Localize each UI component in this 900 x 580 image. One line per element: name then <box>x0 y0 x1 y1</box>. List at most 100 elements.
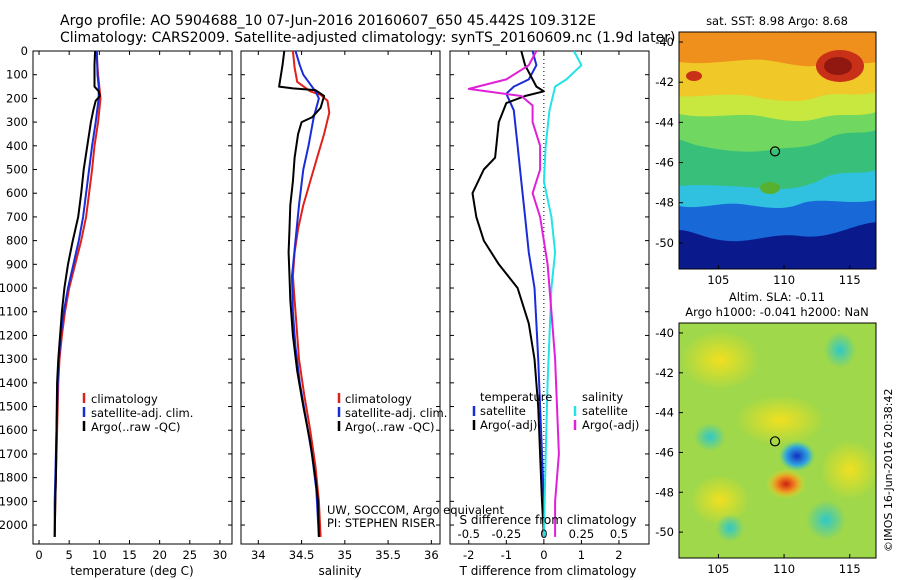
depth-tick-label: 1500 <box>0 400 28 414</box>
sla-high-eddy <box>766 469 806 499</box>
legend-label-satellite: satellite-adj. clim. <box>91 406 193 420</box>
sla-low-patch <box>806 500 846 540</box>
legend-label-argo: Argo(..raw -QC) <box>345 420 435 434</box>
depth-tick-label: 300 <box>6 115 28 129</box>
map-x-tick-label: 115 <box>839 562 861 576</box>
depth-tick-label: 1900 <box>0 494 28 508</box>
depth-tick-label: 0 <box>21 44 28 58</box>
s-tick-label: 0 <box>540 527 547 541</box>
x-tick-label: 5 <box>66 548 73 562</box>
sla-map-ticks: 105 110 115 -40 -42 -44 -46 -48 -50 <box>655 326 861 576</box>
depth-axis: 0 100 200 300 400 500 600 700 800 900 1000 1100 1200… <box>0 44 649 532</box>
series-line-argo <box>278 51 326 537</box>
x-tick-label: 25 <box>182 548 197 562</box>
map-x-tick-label: 115 <box>839 273 861 287</box>
temperature-xlabel: temperature (deg C) <box>70 564 193 578</box>
temperature-legend: climatology satellite-adj. clim. Argo(..… <box>82 392 193 434</box>
difference-legend: temperature satellite Argo(-adj) salinit… <box>472 390 639 432</box>
sst-map-title: sat. SST: 8.98 Argo: 8.68 <box>706 14 848 28</box>
temperature-series <box>53 51 102 537</box>
sst-warmest-patch <box>824 57 852 75</box>
imos-watermark: ©IMOS 16-Jun-2016 20:38:42 <box>882 388 895 552</box>
map-y-tick-label: -50 <box>655 525 674 539</box>
depth-tick-label: 100 <box>6 68 28 82</box>
sla-high-patch <box>820 440 880 500</box>
t-difference-xlabel: T difference from climatology <box>459 564 637 578</box>
depth-tick-label: 500 <box>6 163 28 177</box>
annotation-pi: PI: STEPHEN RISER <box>327 516 436 530</box>
sla-high-patch <box>680 330 760 390</box>
map-y-tick-label: -50 <box>655 236 674 250</box>
x-tick-label: 34 <box>251 548 266 562</box>
sla-high-patch <box>735 395 825 445</box>
map-y-tick-label: -44 <box>655 406 674 420</box>
sla-low-patch <box>694 423 726 451</box>
depth-tick-label: 600 <box>6 186 28 200</box>
legend-label-satellite: satellite-adj. clim. <box>345 406 447 420</box>
map-x-tick-label: 110 <box>773 562 795 576</box>
s-tick-label: 0.25 <box>569 527 595 541</box>
map-x-tick-label: 105 <box>707 562 729 576</box>
map-y-tick-label: -46 <box>655 156 674 170</box>
x-tick-label: 30 <box>213 548 228 562</box>
depth-tick-label: 1000 <box>0 281 28 295</box>
legend-label-argo: Argo(..raw -QC) <box>91 420 181 434</box>
x-tick-label: 36 <box>424 548 439 562</box>
sla-high-patch <box>690 475 750 525</box>
temperature-x-ticks: 0 5 10 15 20 25 30 <box>35 51 227 562</box>
sla-map-frame <box>678 322 877 559</box>
sla-map-title: Altim. SLA: -0.11 <box>729 290 825 304</box>
x-tick-label: 20 <box>152 548 167 562</box>
legend-label-s-argo: Argo(-adj) <box>582 418 639 432</box>
sst-warm-patch-west <box>686 71 702 81</box>
x-tick-label: -1 <box>501 548 512 562</box>
header-line-1: Argo profile: AO 5904688_10 07-Jun-2016 … <box>60 13 596 29</box>
difference-series <box>467 51 583 537</box>
argo-location-marker <box>769 436 781 447</box>
legend-label-t-satellite: satellite <box>480 404 526 418</box>
depth-tick-label: 800 <box>6 234 28 248</box>
salinity-legend: climatology satellite-adj. clim. Argo(..… <box>337 392 447 434</box>
x-tick-label: 0 <box>35 548 42 562</box>
sla-map-subtitle: Argo h1000: -0.041 h2000: NaN <box>685 305 869 319</box>
x-tick-label: 35 <box>338 548 353 562</box>
x-tick-label: 0 <box>540 548 547 562</box>
depth-tick-label: 400 <box>6 139 28 153</box>
salinity-series <box>278 51 331 537</box>
depth-tick-label: 2000 <box>0 518 28 532</box>
header-line-2: Climatology: CARS2009. Satellite-adjuste… <box>60 30 675 46</box>
series-line-sal_argo <box>467 51 560 537</box>
x-tick-label: 1 <box>578 548 585 562</box>
s-difference-ticks: -0.5 -0.25 0 0.25 0.5 <box>458 527 629 541</box>
x-tick-label: 2 <box>615 548 622 562</box>
legend-title-salinity: salinity <box>582 390 623 404</box>
salinity-x-ticks: 34 34.5 35 35.5 36 <box>251 51 439 562</box>
series-line-satellite <box>505 51 545 537</box>
x-tick-label: 34.5 <box>289 548 315 562</box>
legend-label-t-argo: Argo(-adj) <box>480 418 537 432</box>
depth-tick-label: 1800 <box>0 471 28 485</box>
map-y-tick-label: -40 <box>655 35 674 49</box>
x-tick-label: -2 <box>463 548 474 562</box>
depth-tick-label: 1300 <box>0 352 28 366</box>
s-difference-xlabel: S difference from climatology <box>460 513 637 527</box>
map-y-tick-label: -42 <box>655 366 674 380</box>
depth-tick-label: 1100 <box>0 305 28 319</box>
depth-tick-label: 1400 <box>0 376 28 390</box>
depth-tick-label: 900 <box>6 257 28 271</box>
legend-title-temperature: temperature <box>480 390 552 404</box>
s-tick-label: -0.25 <box>491 527 521 541</box>
map-x-tick-label: 110 <box>773 273 795 287</box>
sla-low-patch <box>824 332 856 368</box>
sst-green-patch <box>760 182 780 194</box>
map-y-tick-label: -46 <box>655 445 674 459</box>
s-tick-label: 0.5 <box>610 527 628 541</box>
x-tick-label: 15 <box>122 548 137 562</box>
depth-tick-label: 1200 <box>0 328 28 342</box>
depth-tick-label: 1700 <box>0 447 28 461</box>
depth-tick-label: 200 <box>6 91 28 105</box>
sla-map <box>678 322 880 559</box>
depth-tick-label: 1600 <box>0 423 28 437</box>
argo-location-marker <box>769 146 781 157</box>
